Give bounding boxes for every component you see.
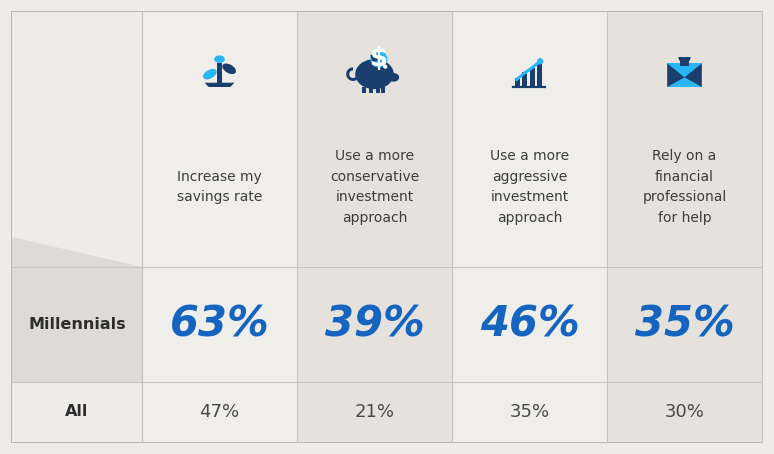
- Text: 63%: 63%: [170, 304, 269, 345]
- Circle shape: [383, 64, 387, 69]
- Text: Use a more
conservative
investment
approach: Use a more conservative investment appro…: [330, 149, 420, 225]
- Bar: [297, 12, 452, 442]
- Bar: [607, 12, 762, 442]
- Polygon shape: [204, 83, 235, 87]
- Text: 35%: 35%: [635, 304, 735, 345]
- Bar: [680, 57, 689, 65]
- Ellipse shape: [203, 69, 217, 79]
- FancyBboxPatch shape: [667, 64, 702, 87]
- Bar: [369, 87, 373, 94]
- Polygon shape: [12, 237, 142, 382]
- Ellipse shape: [389, 73, 399, 82]
- Bar: [361, 87, 366, 94]
- Bar: [537, 64, 543, 87]
- Ellipse shape: [355, 59, 394, 89]
- Text: Use a more
aggressive
investment
approach: Use a more aggressive investment approac…: [490, 149, 569, 225]
- Polygon shape: [370, 55, 378, 61]
- Text: Increase my
savings rate: Increase my savings rate: [176, 170, 262, 204]
- Bar: [12, 12, 142, 442]
- Polygon shape: [667, 64, 684, 87]
- Bar: [452, 12, 607, 442]
- Bar: [522, 72, 527, 87]
- Bar: [381, 87, 385, 94]
- Bar: [375, 87, 380, 94]
- Text: All: All: [65, 405, 89, 419]
- Text: Rely on a
financial
professional
for help: Rely on a financial professional for hel…: [642, 149, 727, 225]
- Ellipse shape: [222, 64, 236, 74]
- Text: Millennials: Millennials: [28, 317, 126, 332]
- Text: 30%: 30%: [665, 403, 704, 421]
- Bar: [529, 68, 535, 87]
- Text: $: $: [370, 46, 388, 72]
- Text: 39%: 39%: [324, 304, 424, 345]
- Text: 47%: 47%: [200, 403, 240, 421]
- Circle shape: [537, 58, 543, 64]
- Text: 21%: 21%: [354, 403, 395, 421]
- Bar: [217, 64, 221, 83]
- FancyBboxPatch shape: [12, 12, 762, 442]
- Bar: [515, 79, 520, 87]
- Text: 35%: 35%: [509, 403, 550, 421]
- Bar: [142, 12, 297, 442]
- Polygon shape: [684, 64, 702, 87]
- Text: 46%: 46%: [480, 304, 580, 345]
- Circle shape: [370, 50, 387, 68]
- Ellipse shape: [214, 55, 225, 63]
